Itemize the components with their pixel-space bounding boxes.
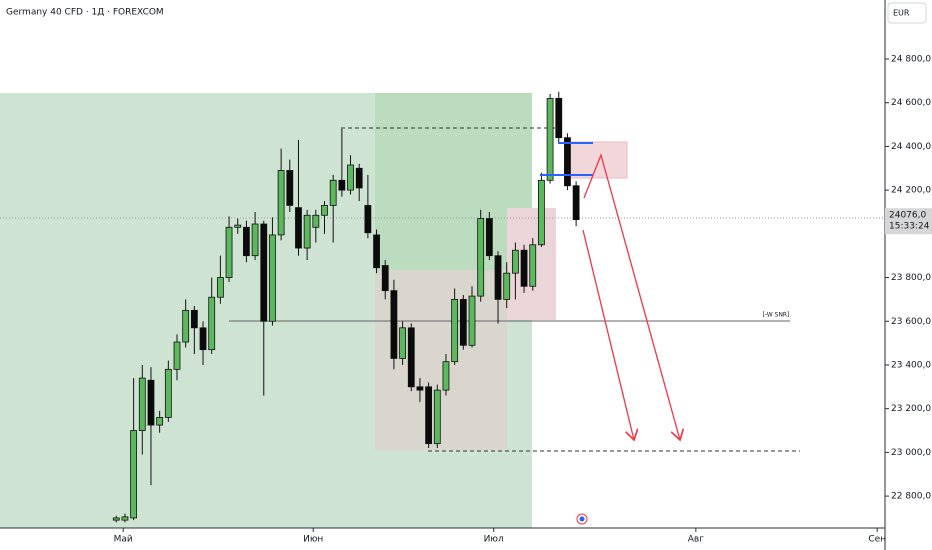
candle-body	[182, 309, 190, 343]
candle-body	[156, 417, 164, 426]
candle-body	[520, 249, 528, 287]
x-tick-label: Июн	[303, 535, 323, 545]
y-tick-label: 23 000,0	[891, 448, 931, 458]
candle-body	[546, 97, 554, 181]
candle-body	[121, 516, 129, 521]
x-tick-label: Авг	[688, 535, 704, 545]
candle-body	[321, 205, 328, 216]
currency[interactable]: EUR	[893, 9, 910, 18]
candle-body	[208, 296, 216, 351]
candle-body	[243, 226, 250, 257]
candle-body	[425, 386, 433, 445]
candle-body	[468, 295, 476, 346]
candle-body	[234, 224, 242, 228]
candle-body	[295, 207, 302, 249]
candle-body	[190, 309, 198, 329]
candle-body	[225, 226, 233, 278]
countdown: 15:33:24	[889, 222, 930, 232]
candle-body	[433, 389, 441, 445]
chart-title: Germany 40 CFD · 1Д · FOREXCOM	[6, 8, 164, 18]
candle-body	[303, 214, 311, 249]
candle-body	[451, 299, 459, 363]
candle-body	[355, 167, 363, 189]
candle-body	[529, 244, 537, 287]
candle-body	[286, 170, 294, 206]
x-tick-label: Сен	[868, 535, 886, 545]
candle-body	[130, 430, 138, 519]
price-axis	[885, 0, 932, 550]
candle-body	[173, 341, 181, 370]
candle-body	[477, 218, 485, 297]
candle-body	[416, 386, 424, 391]
candle-body	[511, 249, 519, 274]
candle-body	[338, 179, 346, 191]
y-tick-label: 23 600,0	[891, 317, 931, 327]
arrow	[583, 152, 680, 440]
axes: 22 800,0 23 000,0 23 200,0 23 400,0 23 600,0…	[114, 55, 932, 545]
candle-body	[329, 179, 337, 206]
x-tick-label: Май	[114, 535, 133, 545]
candle-body	[494, 255, 502, 300]
y-tick-label: 24 600,0	[891, 98, 931, 108]
candle-body	[407, 327, 415, 388]
candle-body	[216, 277, 224, 298]
y-tick-label: 24 200,0	[891, 186, 931, 196]
candle-body	[251, 223, 259, 257]
x-tick-label: Июл	[484, 535, 504, 545]
drawings	[0, 93, 885, 528]
candle-body	[459, 299, 467, 346]
candle-body	[381, 265, 389, 292]
candle-body	[538, 179, 545, 246]
candle-body	[199, 327, 207, 351]
candle-body	[442, 361, 450, 391]
y-tick-label: 24 800,0	[891, 55, 931, 65]
zone-pink	[565, 141, 628, 179]
zone-green-dark	[375, 93, 532, 270]
candle-body	[347, 164, 354, 191]
y-tick-label: 23 400,0	[891, 360, 931, 370]
candle-body	[555, 97, 563, 139]
candle-body	[399, 327, 406, 359]
candle-body	[260, 223, 268, 322]
current-price: 24076,0	[889, 211, 926, 221]
candle-body	[373, 234, 380, 269]
overlays: [-W SNR]	[540, 142, 790, 525]
snr-label: [-W SNR]	[763, 312, 790, 319]
candle-body	[138, 377, 146, 431]
candle-body	[564, 137, 571, 187]
candle-body	[269, 234, 276, 322]
y-tick-label: 22 800,0	[891, 492, 931, 502]
currency-button[interactable]	[887, 2, 927, 24]
candle-body	[364, 205, 372, 234]
y-tick-label: 23 800,0	[891, 273, 931, 283]
candle-body	[164, 368, 172, 418]
y-tick-label: 24 400,0	[891, 142, 931, 152]
candle-body	[485, 218, 493, 257]
candle-body	[112, 517, 120, 521]
arrow	[582, 229, 634, 440]
price-badge	[885, 208, 932, 235]
candle-body	[572, 185, 580, 221]
candle-body	[390, 290, 398, 359]
candle-body	[503, 272, 511, 300]
candle-body	[312, 214, 320, 228]
y-tick-label: 23 200,0	[891, 404, 931, 414]
event-icon[interactable]	[579, 516, 585, 522]
candle-body	[277, 170, 285, 236]
candles	[112, 91, 580, 523]
candle-body	[147, 379, 155, 426]
